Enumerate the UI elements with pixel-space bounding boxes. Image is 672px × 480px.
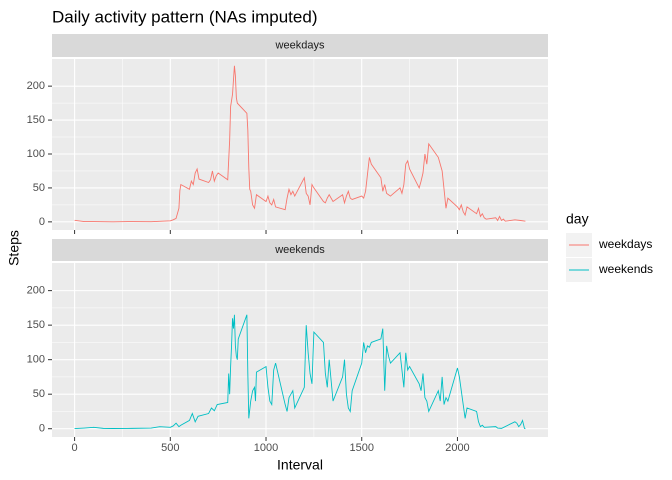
y-tick-label: 150 xyxy=(27,319,45,331)
y-tick-label: 100 xyxy=(27,148,45,160)
y-tick-label: 0 xyxy=(39,216,45,228)
legend-title: day xyxy=(566,211,589,227)
y-axis-label: Steps xyxy=(6,230,22,266)
y-tick-label: 0 xyxy=(39,423,45,435)
x-tick-label: 0 xyxy=(72,442,78,454)
strip xyxy=(52,34,548,57)
x-tick-label: 2000 xyxy=(445,442,469,454)
x-tick-label: 1000 xyxy=(254,442,278,454)
y-tick-label: 50 xyxy=(33,182,45,194)
legend-label: weekends xyxy=(598,262,653,276)
strip-label: weekdays xyxy=(275,39,325,51)
strip xyxy=(52,239,548,261)
chart-title: Daily activity pattern (NAs imputed) xyxy=(52,7,317,26)
line xyxy=(74,65,526,223)
legend-label: weekdays xyxy=(598,237,652,251)
panel xyxy=(52,263,548,437)
y-tick-label: 150 xyxy=(27,114,45,126)
y-tick-label: 100 xyxy=(27,354,45,366)
x-tick-label: 1500 xyxy=(349,442,373,454)
x-tick-label: 500 xyxy=(161,442,179,454)
y-tick-label: 200 xyxy=(27,80,45,92)
x-axis-label: Interval xyxy=(277,457,323,473)
y-tick-label: 50 xyxy=(33,388,45,400)
panel xyxy=(52,59,548,230)
strip-label: weekends xyxy=(274,244,325,256)
y-tick-label: 200 xyxy=(27,285,45,297)
line xyxy=(74,314,526,430)
